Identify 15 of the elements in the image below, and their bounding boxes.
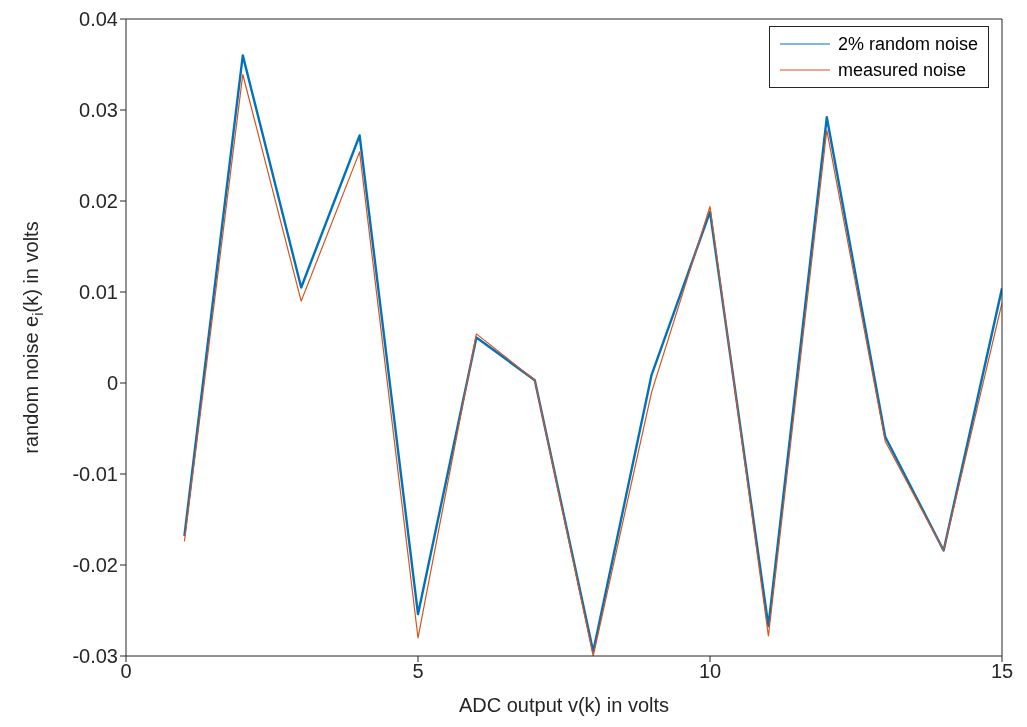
- y-tick-label: 0.01: [79, 281, 118, 304]
- y-tick-label: 0.04: [79, 8, 118, 31]
- x-tick-label: 0: [120, 660, 132, 683]
- legend-label: 2% random noise: [837, 33, 978, 55]
- y-tick-label: 0.02: [79, 190, 118, 213]
- y-tick-label: -0.03: [72, 645, 118, 668]
- y-tick-label: -0.02: [72, 554, 118, 577]
- x-axis-title: ADC output v(k) in volts: [458, 694, 670, 716]
- x-tick-label: 15: [990, 660, 1014, 683]
- x-tick-label: 5: [412, 660, 424, 683]
- x-tick-label: 10: [698, 660, 722, 683]
- y-tick-label: 0.03: [79, 99, 118, 122]
- legend-label: measured noise: [837, 59, 966, 81]
- y-tick-label: -0.01: [72, 463, 118, 486]
- y-tick-label: 0: [106, 372, 118, 395]
